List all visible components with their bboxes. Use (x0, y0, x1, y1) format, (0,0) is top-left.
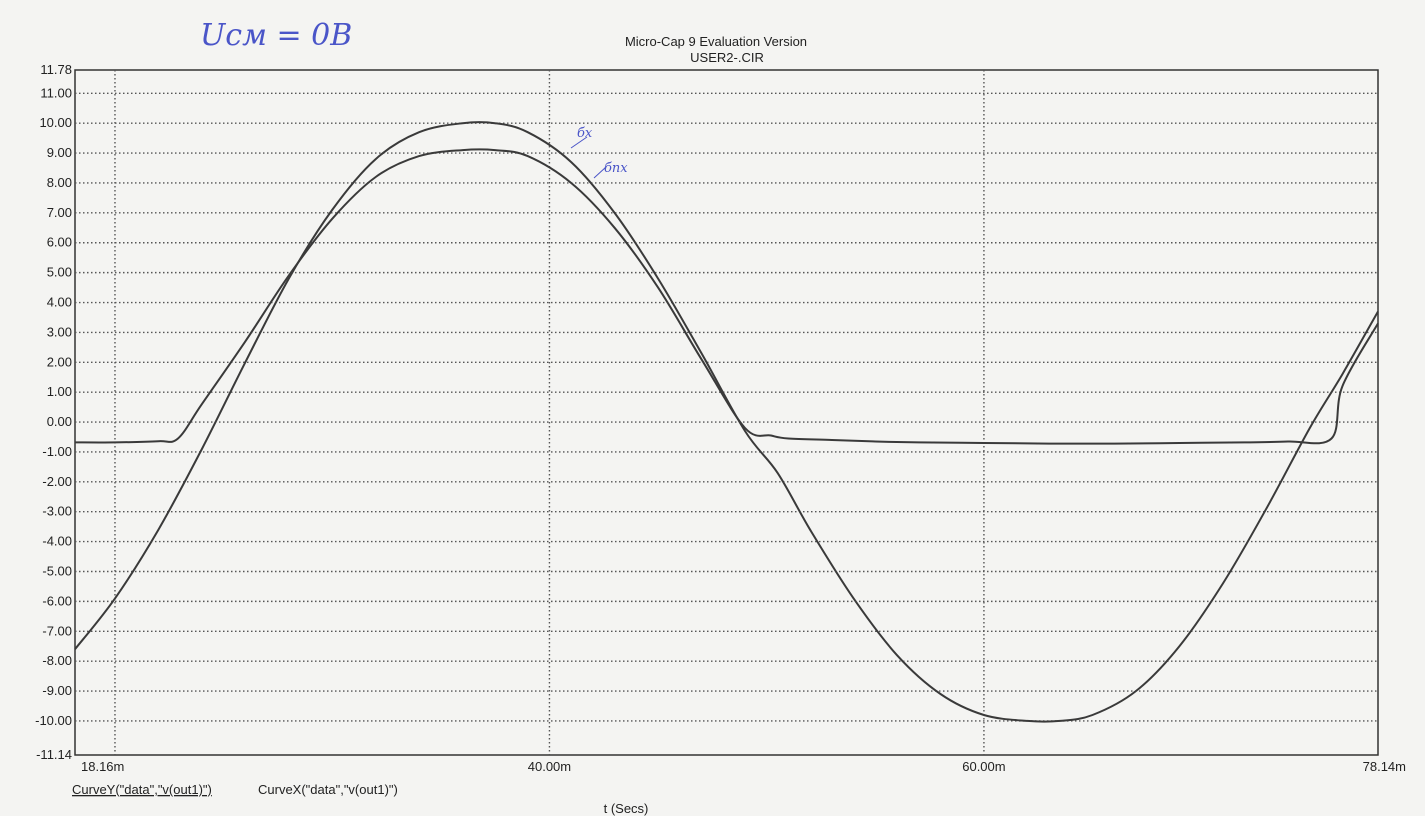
y-tick-label: 11.78 (40, 62, 72, 77)
x-axis-label: t (Secs) (604, 801, 649, 816)
y-tick-label: 1.00 (47, 384, 72, 399)
y-tick-label: 9.00 (47, 145, 72, 160)
x-tick-label: 78.14m (1363, 759, 1406, 774)
y-tick-label: -3.00 (42, 504, 72, 519)
y-tick-label: -7.00 (42, 623, 72, 638)
y-axis-ticks: 11.78 11.00 10.00 9.00 8.00 7.00 6.00 5.00 4.00 3… (35, 62, 72, 762)
y-tick-label: 4.00 (47, 295, 72, 310)
grid-layer (75, 70, 1378, 755)
curve-y-label: CurveY("data","v(out1)") (72, 782, 212, 797)
y-tick-label: 7.00 (47, 205, 72, 220)
y-tick-label: 6.00 (47, 235, 72, 250)
series-line-2 (74, 148, 1379, 445)
annotation-leader-2 (593, 166, 607, 179)
series-line-1 (74, 121, 1379, 723)
y-tick-label: -6.00 (42, 593, 72, 608)
plot-frame (74, 69, 1379, 756)
x-axis-ticks: 18.16m 40.00m 60.00m 78.14m (81, 759, 1406, 774)
x-tick-label: 18.16m (81, 759, 124, 774)
y-tick-label: 10.00 (39, 115, 72, 130)
y-tick-label: 0.00 (47, 414, 72, 429)
y-tick-label: 5.00 (47, 265, 72, 280)
x-tick-label: 60.00m (962, 759, 1005, 774)
y-tick-label: -4.00 (42, 534, 72, 549)
y-tick-label: 8.00 (47, 175, 72, 190)
chart-title: Micro-Cap 9 Evaluation Version (625, 34, 807, 49)
y-tick-label: -2.00 (42, 474, 72, 489)
series-layer (74, 121, 1379, 723)
y-tick-label: 11.00 (40, 85, 72, 100)
handwritten-note: Uсм = 0В (200, 18, 352, 53)
annotation-leader-1 (570, 136, 588, 149)
annotation-curve2: бпx (604, 161, 628, 176)
annotation-curve1: бx (577, 126, 593, 141)
y-tick-label: 2.00 (47, 354, 72, 369)
y-tick-label: 3.00 (47, 324, 72, 339)
y-tick-label: -8.00 (42, 653, 72, 668)
y-tick-label: -11.14 (36, 747, 72, 762)
curve-x-label: CurveX("data","v(out1)") (258, 782, 398, 797)
y-tick-label: -9.00 (42, 683, 72, 698)
chart-subtitle: USER2-.CIR (690, 50, 764, 65)
x-tick-label: 40.00m (528, 759, 571, 774)
y-tick-label: -10.00 (35, 713, 72, 728)
y-tick-label: -1.00 (42, 444, 72, 459)
y-tick-label: -5.00 (42, 563, 72, 578)
